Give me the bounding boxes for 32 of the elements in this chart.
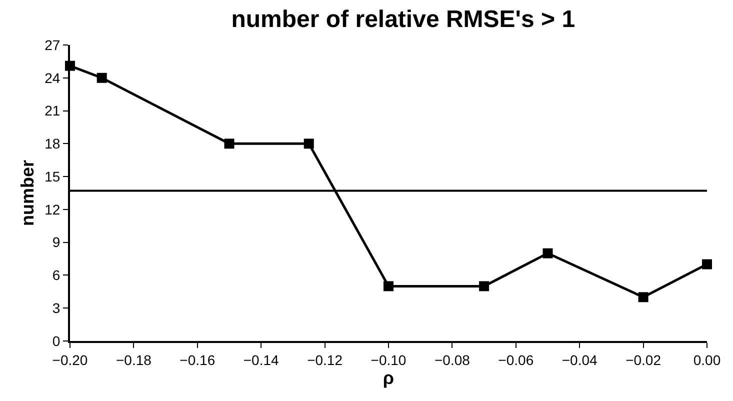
point bbox=[96, 72, 107, 83]
x-axis-title: ρ bbox=[382, 368, 394, 388]
x-tick-label: −0.02 bbox=[626, 352, 662, 368]
x-tick-label: 0.00 bbox=[693, 352, 721, 368]
y-axis-title: number bbox=[17, 160, 38, 226]
x-tick-label: −0.18 bbox=[116, 352, 152, 368]
y-tick-label: 12 bbox=[44, 201, 60, 218]
y-tick-label: 0 bbox=[52, 332, 60, 349]
y-tick-label: 15 bbox=[44, 168, 60, 184]
point bbox=[304, 138, 314, 149]
point bbox=[384, 281, 394, 292]
x-tick-label: −0.06 bbox=[498, 352, 534, 368]
x-tick-label: −0.04 bbox=[562, 352, 598, 368]
x-tick-label: −0.10 bbox=[370, 352, 406, 368]
point bbox=[702, 259, 712, 270]
x-tick-label: −0.14 bbox=[243, 352, 280, 368]
point bbox=[479, 281, 490, 292]
y-tick-label: 27 bbox=[44, 36, 60, 53]
y-tick-label: 24 bbox=[44, 70, 60, 86]
y-tick-label: 21 bbox=[44, 102, 60, 119]
point bbox=[542, 248, 553, 258]
y-tick-label: 6 bbox=[52, 267, 60, 284]
chart-title: number of relative RMSE's > 1 bbox=[231, 6, 576, 33]
point bbox=[224, 138, 234, 149]
y-tick-label: 3 bbox=[52, 300, 60, 316]
y-tick-label: 18 bbox=[44, 136, 60, 152]
x-tick-label: −0.20 bbox=[52, 352, 88, 368]
x-tick-label: −0.16 bbox=[180, 352, 216, 368]
x-tick-label: −0.08 bbox=[434, 352, 470, 368]
x-tick-label: −0.12 bbox=[307, 352, 343, 368]
point bbox=[638, 292, 648, 302]
y-tick-label: 9 bbox=[52, 234, 60, 250]
